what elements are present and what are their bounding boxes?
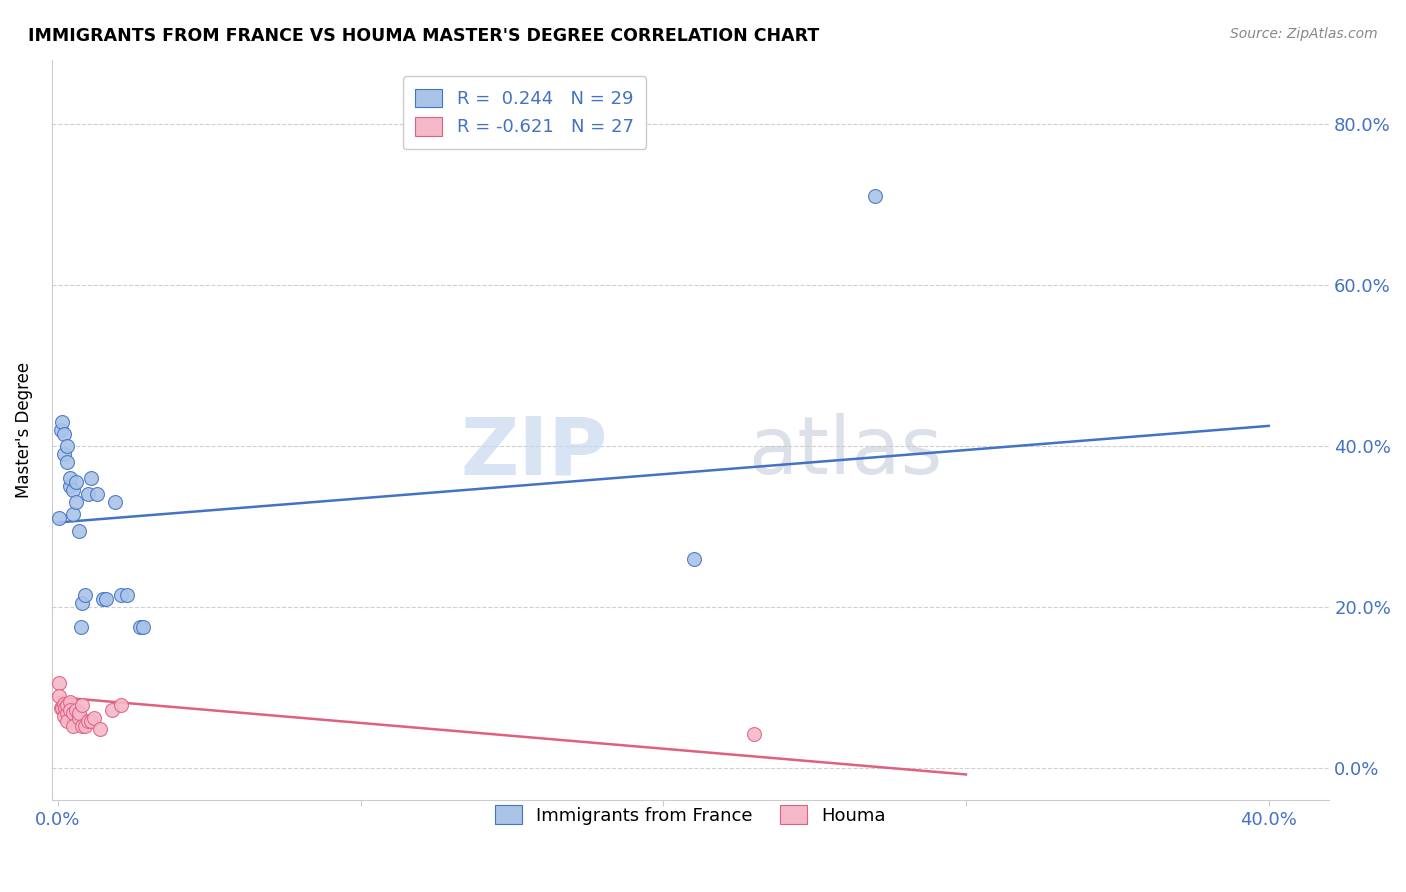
Point	[80, 714, 103, 729]
Point	[56, 439, 79, 453]
Point	[110, 698, 132, 713]
Point	[91, 591, 114, 606]
Point	[863, 189, 886, 203]
Point	[96, 591, 118, 606]
Point	[89, 723, 111, 737]
Point	[65, 495, 87, 509]
Point	[59, 479, 82, 493]
Point	[131, 620, 153, 634]
Legend: Immigrants from France, Houma: Immigrants from France, Houma	[484, 795, 897, 836]
Point	[77, 487, 100, 501]
Point	[49, 423, 72, 437]
Point	[65, 703, 87, 717]
Point	[52, 708, 75, 723]
Point	[48, 689, 70, 703]
Point	[110, 588, 132, 602]
Point	[67, 711, 90, 725]
Point	[48, 511, 70, 525]
Point	[117, 588, 139, 602]
Point	[67, 524, 90, 538]
Point	[682, 551, 704, 566]
Point	[52, 447, 75, 461]
Point	[48, 676, 70, 690]
Point	[83, 711, 105, 725]
Point	[62, 508, 84, 522]
Point	[52, 697, 75, 711]
Point	[56, 455, 79, 469]
Point	[101, 703, 124, 717]
Point	[70, 596, 93, 610]
Point	[62, 706, 84, 721]
Point	[73, 588, 96, 602]
Point	[51, 700, 73, 714]
Point	[69, 620, 91, 634]
Point	[77, 714, 100, 729]
Point	[52, 426, 75, 441]
Text: ZIP: ZIP	[460, 413, 607, 491]
Point	[742, 727, 765, 741]
Point	[70, 698, 93, 713]
Point	[73, 719, 96, 733]
Point	[104, 495, 127, 509]
Point	[56, 706, 79, 721]
Point	[56, 698, 79, 713]
Text: Source: ZipAtlas.com: Source: ZipAtlas.com	[1230, 27, 1378, 41]
Text: IMMIGRANTS FROM FRANCE VS HOUMA MASTER'S DEGREE CORRELATION CHART: IMMIGRANTS FROM FRANCE VS HOUMA MASTER'S…	[28, 27, 820, 45]
Point	[59, 695, 82, 709]
Point	[86, 487, 108, 501]
Point	[62, 483, 84, 498]
Point	[49, 700, 72, 714]
Point	[67, 706, 90, 721]
Point	[53, 700, 76, 714]
Point	[128, 620, 150, 634]
Point	[51, 415, 73, 429]
Y-axis label: Master's Degree: Master's Degree	[15, 362, 32, 498]
Point	[65, 475, 87, 490]
Point	[59, 471, 82, 485]
Text: atlas: atlas	[748, 413, 942, 491]
Point	[56, 714, 79, 729]
Point	[70, 719, 93, 733]
Point	[62, 719, 84, 733]
Point	[59, 703, 82, 717]
Point	[80, 471, 103, 485]
